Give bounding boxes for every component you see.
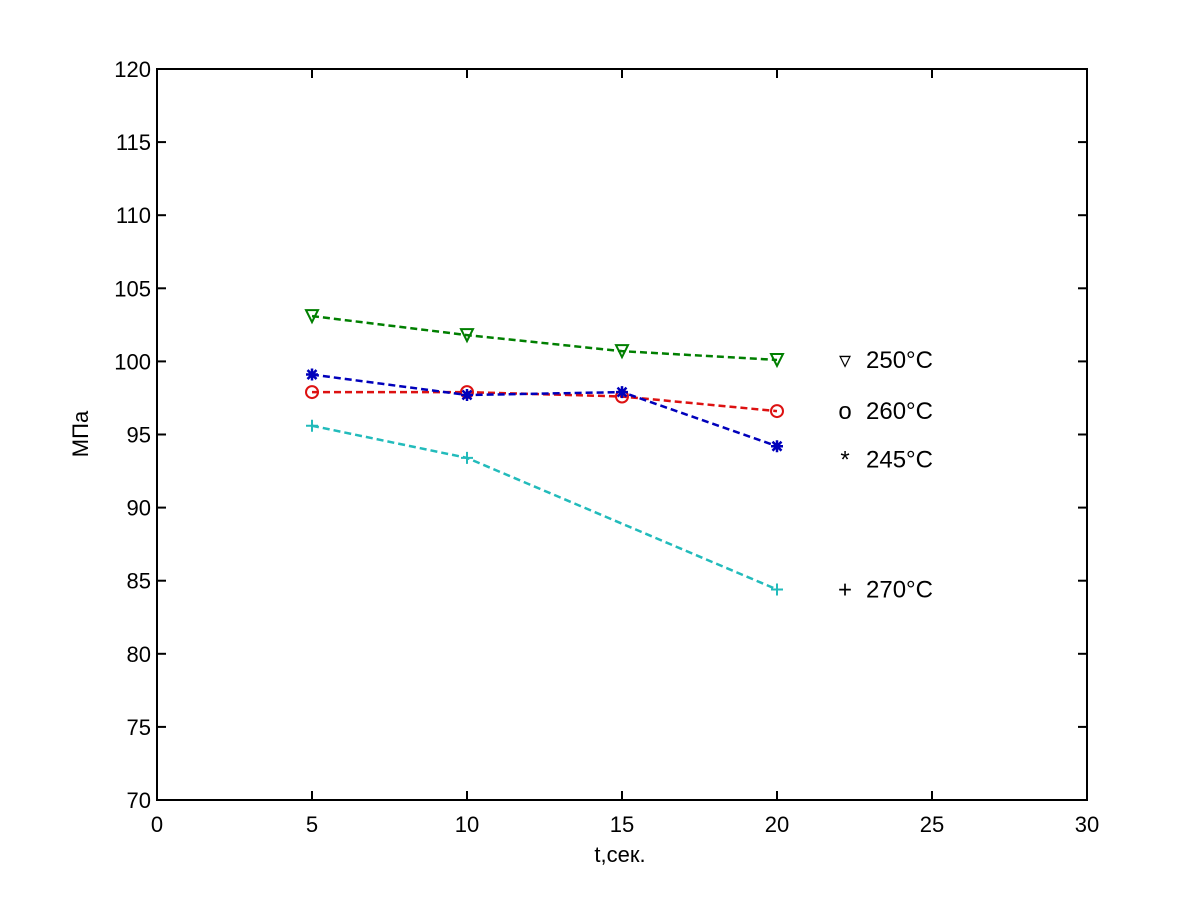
- data-point: [616, 386, 628, 399]
- series-line: [311, 373, 778, 448]
- legend-label: 260°C: [866, 398, 933, 425]
- legend-label: 250°C: [866, 347, 933, 374]
- y-tick-label: 120: [114, 57, 151, 82]
- data-point: [459, 328, 475, 344]
- data-point: [304, 309, 320, 325]
- x-axis-label: t,сек.: [594, 842, 645, 867]
- data-point: [305, 385, 319, 400]
- y-tick-label: 70: [127, 788, 151, 813]
- data-point: [461, 389, 473, 402]
- y-tick-label: 110: [116, 203, 151, 228]
- y-tick-label: 90: [127, 496, 151, 521]
- series-270°C: [306, 419, 783, 596]
- y-tick-label: 80: [127, 642, 151, 667]
- x-tick-label: 25: [920, 812, 944, 837]
- legend-marker: o: [838, 398, 851, 425]
- y-tick-label: 95: [127, 423, 151, 448]
- data-point: [771, 440, 783, 453]
- data-point: [771, 583, 783, 596]
- series-245°C: [306, 368, 783, 453]
- y-tick-label: 75: [127, 715, 151, 740]
- legend: ▿ 250°C o 260°C * 245°C + 270°C: [838, 347, 933, 604]
- y-tick-label: 115: [116, 130, 151, 155]
- series-group: [304, 309, 785, 596]
- x-tick-label: 5: [306, 812, 318, 837]
- x-tick-label: 10: [455, 812, 479, 837]
- plot-area: [156, 68, 1088, 801]
- legend-marker: ▿: [839, 347, 851, 374]
- x-tick-label: 30: [1075, 812, 1099, 837]
- data-point: [770, 404, 784, 419]
- data-point: [769, 352, 785, 369]
- x-tick-label: 0: [151, 812, 163, 837]
- data-point: [306, 368, 318, 381]
- data-point: [306, 419, 318, 432]
- data-point: [461, 451, 473, 464]
- y-axis-label: МПа: [68, 410, 93, 457]
- y-tick-label: 100: [114, 349, 151, 374]
- axis-ticks: 0 5 10 15 20 25 30 70 75 80 85 90 95 100 105 110 115 120: [114, 57, 1099, 837]
- x-tick-label: 20: [765, 812, 789, 837]
- y-tick-label: 85: [127, 569, 151, 594]
- x-tick-label: 15: [610, 812, 634, 837]
- y-tick-label: 105: [114, 276, 151, 301]
- data-point: [614, 344, 630, 360]
- legend-marker: +: [838, 576, 852, 603]
- series-250°C: [304, 309, 785, 369]
- series-line: [311, 314, 778, 362]
- legend-label: 245°C: [866, 446, 933, 473]
- legend-marker: *: [840, 446, 849, 473]
- legend-label: 270°C: [866, 576, 933, 603]
